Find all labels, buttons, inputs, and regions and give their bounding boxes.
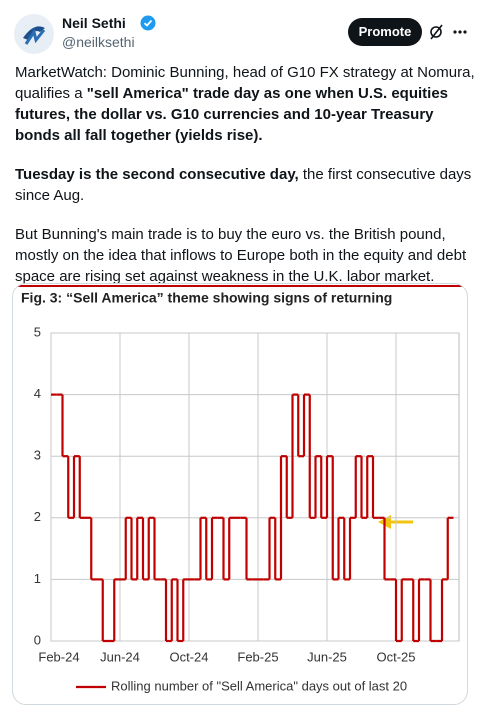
y-tick-label: 5 [34, 324, 41, 339]
x-tick-label: Jun-25 [307, 649, 347, 664]
x-tick-label: Feb-25 [237, 649, 278, 664]
tweet-text: MarketWatch: Dominic Bunning, head of G1… [15, 62, 477, 305]
verified-badge [140, 15, 156, 31]
promote-button[interactable]: Promote [348, 18, 422, 46]
plot-frame [50, 332, 460, 642]
x-tick-label: Jun-24 [100, 649, 140, 664]
x-tick-label: Oct-25 [376, 649, 415, 664]
avatar[interactable] [14, 14, 54, 54]
author-name[interactable]: Neil Sethi [62, 15, 126, 31]
toolbar-icons[interactable] [428, 22, 478, 42]
bold-text: Tuesday is the second consecutive day, [15, 166, 299, 183]
paragraph: But Bunning's main trade is to buy the e… [15, 224, 477, 287]
y-tick-label: 2 [34, 509, 41, 524]
chart-title: Fig. 3: “Sell America” theme showing sig… [21, 290, 392, 306]
paragraph: Tuesday is the second consecutive day, t… [15, 164, 477, 206]
text: But Bunning's main trade is to buy the e… [15, 226, 467, 285]
y-tick-label: 4 [34, 386, 41, 401]
x-tick-label: Oct-24 [169, 649, 208, 664]
y-tick-label: 0 [34, 632, 41, 647]
paragraph: MarketWatch: Dominic Bunning, head of G1… [15, 62, 477, 146]
y-tick-label: 3 [34, 448, 41, 463]
bold-text: "sell America" trade day as one when U.S… [15, 85, 449, 144]
text: the first consecutive days since Aug. [15, 166, 472, 204]
y-tick-label: 1 [34, 571, 41, 586]
chart-image[interactable]: Fig. 3: “Sell America” theme showing sig… [12, 283, 468, 705]
legend-label: Rolling number of "Sell America" days ou… [111, 678, 407, 693]
text: MarketWatch: Dominic Bunning, head of G1… [15, 64, 475, 102]
chart: Fig. 3: “Sell America” theme showing sig… [17, 285, 467, 693]
author-handle[interactable]: @neilksethi [62, 34, 135, 50]
x-tick-label: Feb-24 [38, 649, 79, 664]
